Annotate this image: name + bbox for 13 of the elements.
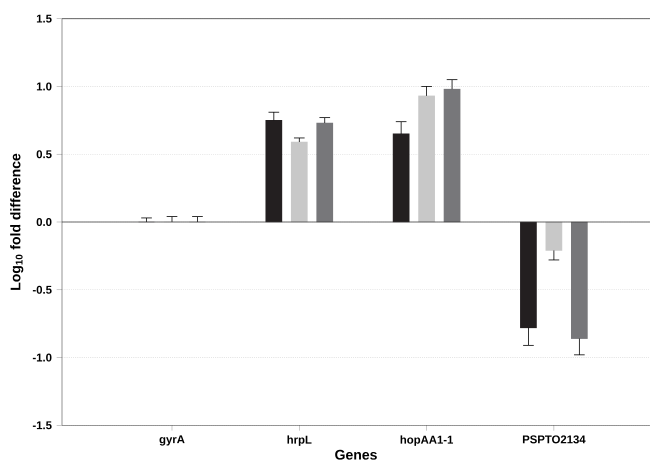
x-tick-label: PSPTO2134 [522, 435, 586, 444]
y-tick-label: -1.0 [32, 354, 52, 362]
y-tick-label: -0.5 [32, 286, 52, 294]
x-axis-title: Genes [335, 450, 377, 460]
y-tick-label: 0.5 [36, 150, 52, 158]
x-tick-label: hrpL [287, 435, 312, 446]
y-tick-label: -1.5 [32, 421, 52, 430]
y-tick-label: 1.0 [36, 82, 52, 90]
x-tick-label: hopAA1-1 [400, 435, 454, 446]
y-tick-label: 1.5 [36, 14, 52, 23]
y-tick-label: 0.0 [36, 218, 52, 226]
y-axis-title: Log$_{10}$ fold difference [10, 154, 24, 290]
x-tick-label: gyrA [160, 435, 185, 446]
